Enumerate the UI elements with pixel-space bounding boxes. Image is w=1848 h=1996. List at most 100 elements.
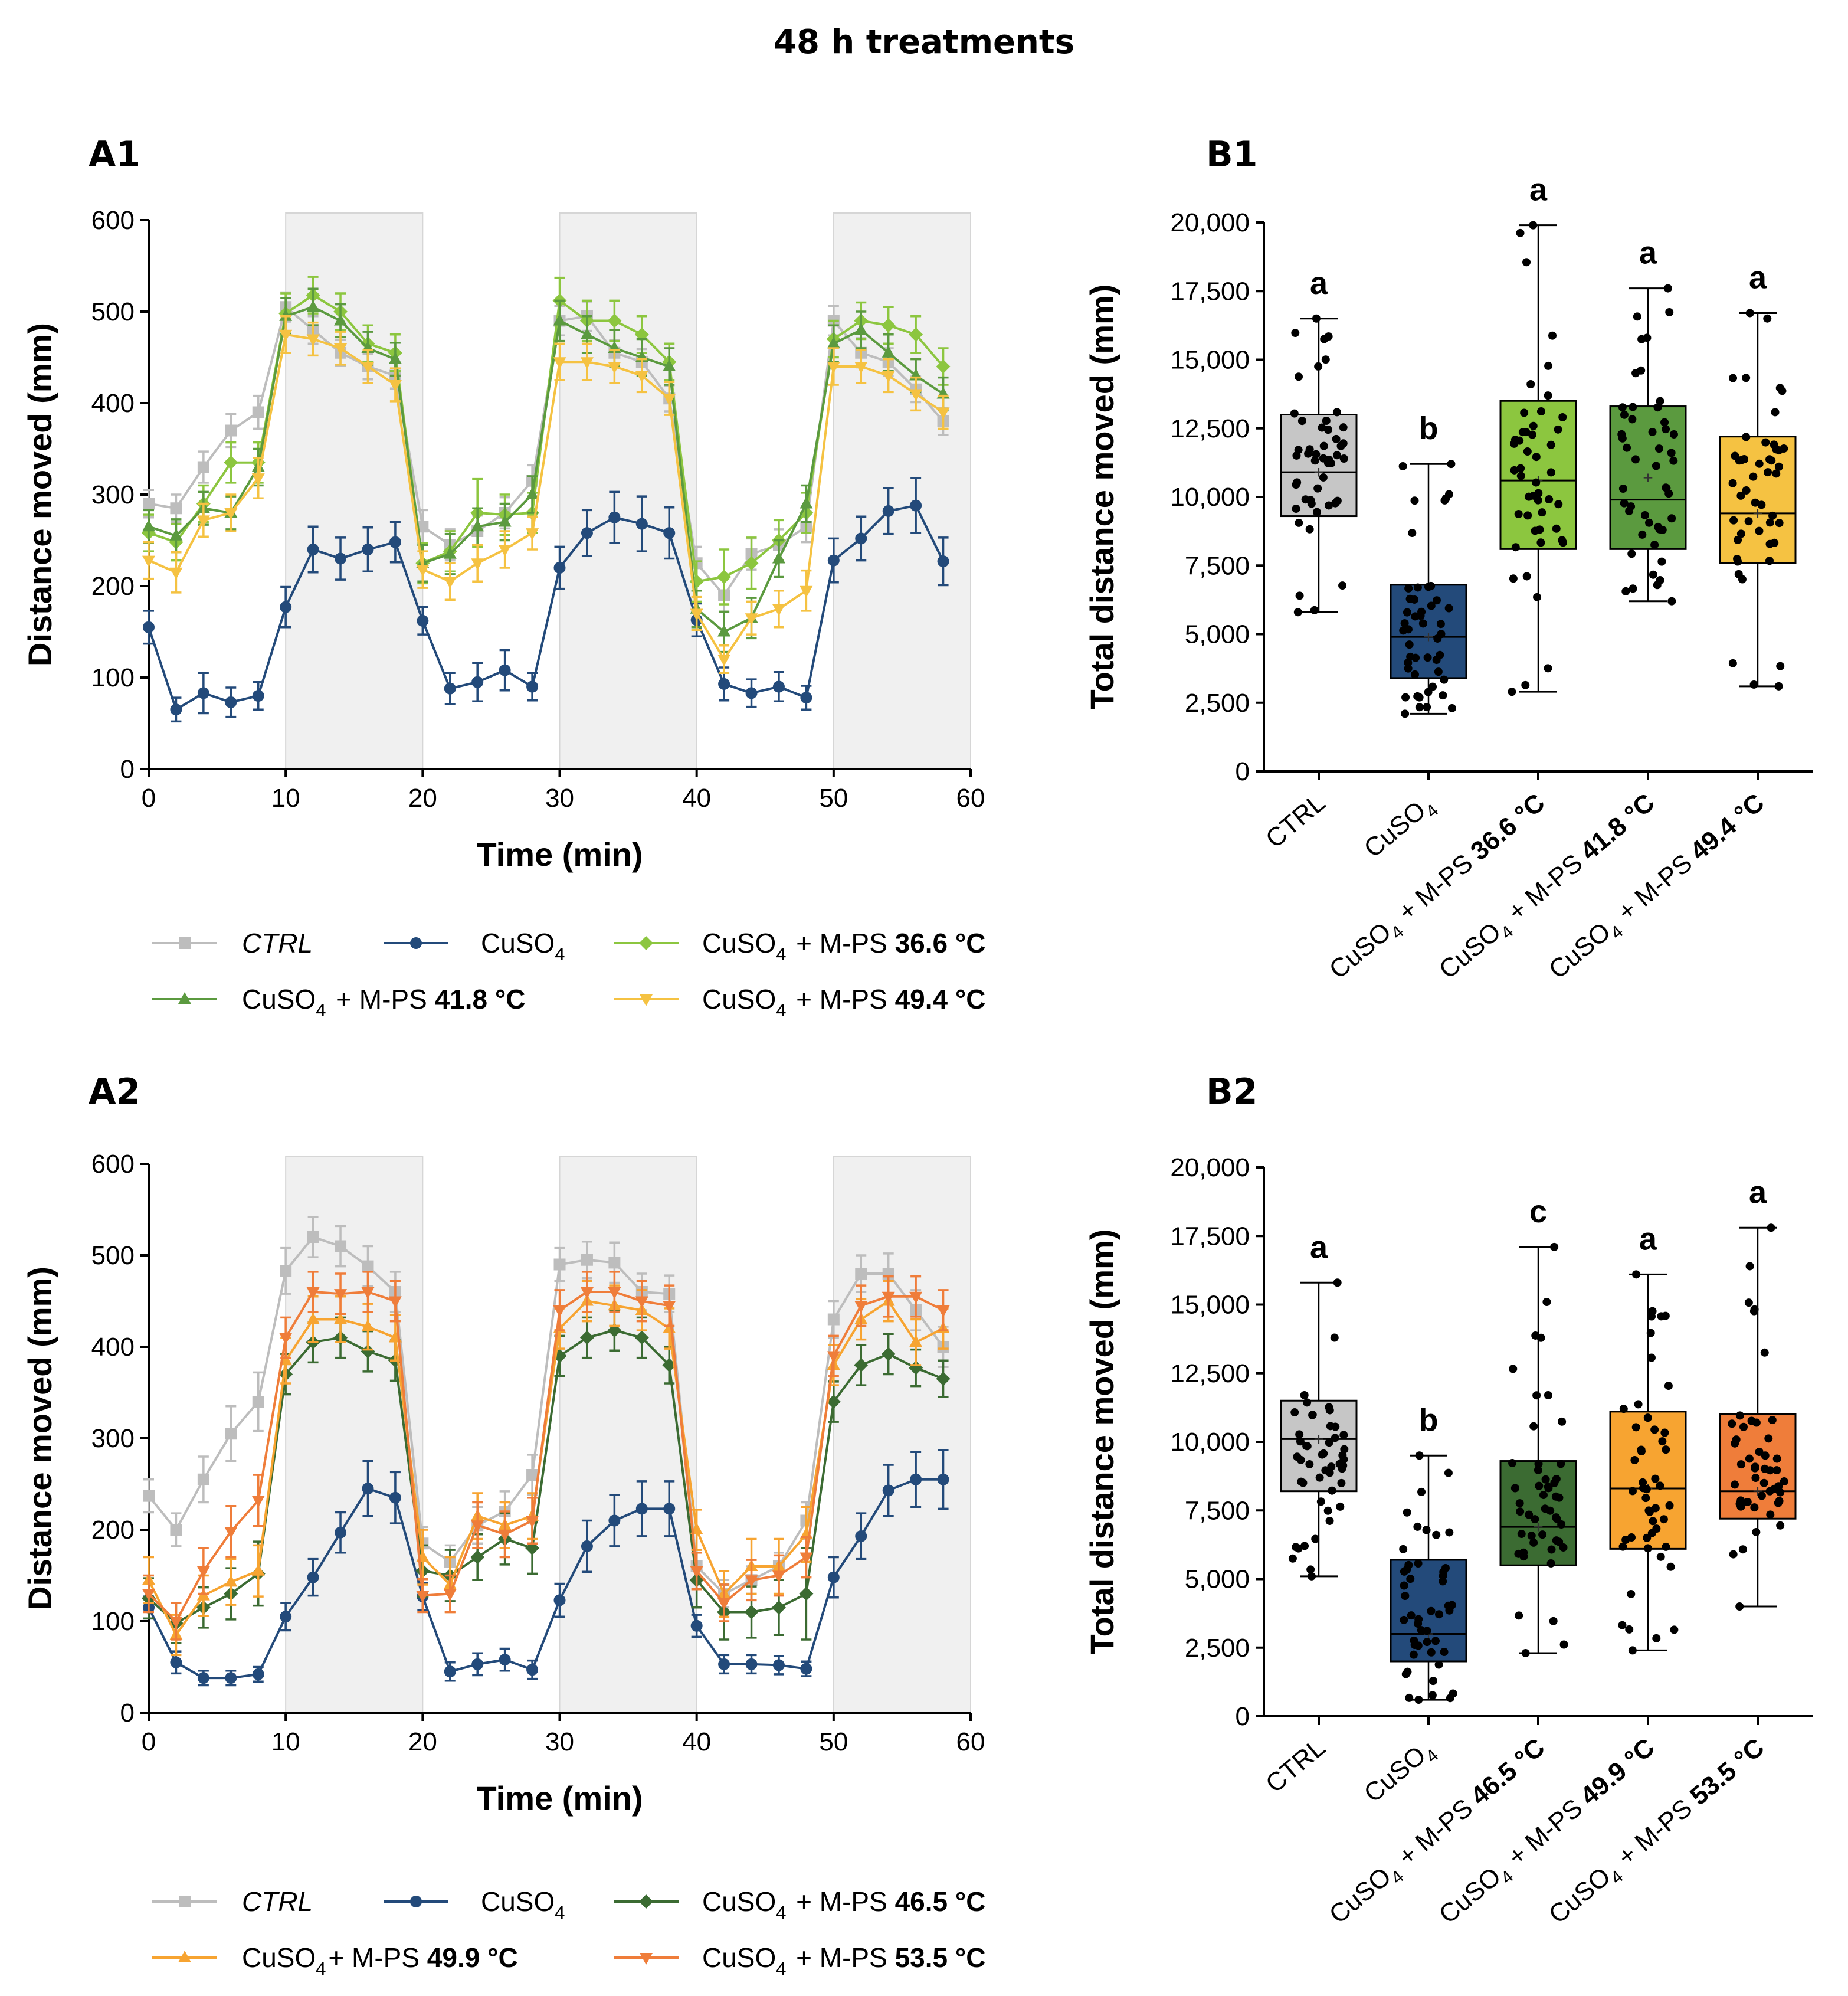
individual-point xyxy=(1331,1422,1340,1431)
y-axis-title: Total distance moved (mm) xyxy=(1083,284,1120,710)
individual-point xyxy=(1297,417,1306,426)
individual-point xyxy=(1618,1621,1627,1629)
data-point xyxy=(471,1520,484,1533)
individual-point xyxy=(1750,1503,1759,1512)
individual-point xyxy=(1300,1390,1309,1399)
data-point xyxy=(197,1473,209,1485)
individual-point xyxy=(1339,423,1348,432)
data-point xyxy=(800,1552,813,1565)
data-point xyxy=(910,1473,922,1485)
individual-point xyxy=(1320,335,1329,343)
individual-point xyxy=(1533,593,1542,601)
individual-point xyxy=(1745,1454,1754,1463)
data-point xyxy=(553,1594,566,1606)
data-point xyxy=(252,406,264,418)
individual-point xyxy=(1649,570,1657,579)
box xyxy=(1280,414,1358,518)
y-tick-label: 7,500 xyxy=(1185,551,1250,580)
individual-point xyxy=(1527,1532,1536,1540)
significance-letter: a xyxy=(1310,266,1328,301)
data-point xyxy=(498,515,512,527)
individual-point xyxy=(1300,1542,1309,1550)
individual-point xyxy=(1664,489,1673,498)
y-tick-label: 100 xyxy=(91,663,135,692)
individual-point xyxy=(1418,619,1427,628)
individual-point xyxy=(1656,397,1664,405)
individual-point xyxy=(1552,524,1561,533)
individual-point xyxy=(1546,440,1555,449)
individual-point xyxy=(1552,1474,1561,1483)
individual-point xyxy=(1325,1438,1333,1447)
individual-point xyxy=(1336,441,1345,450)
individual-point xyxy=(1641,1494,1650,1503)
data-point xyxy=(936,407,950,420)
legend-item: CuSO4 + M-PS 36.6 °C xyxy=(614,928,986,964)
individual-point xyxy=(1618,403,1627,412)
individual-point xyxy=(1645,1507,1654,1516)
individual-point xyxy=(1538,1530,1547,1539)
legend-label-suffix: + M-PS xyxy=(788,928,894,958)
data-point xyxy=(307,1571,319,1583)
individual-point xyxy=(1529,221,1538,230)
data-point xyxy=(143,498,155,510)
shaded-dark-period xyxy=(285,1156,424,1713)
data-point xyxy=(443,577,457,589)
individual-point xyxy=(1621,1536,1630,1545)
data-point xyxy=(634,1330,649,1345)
data-point xyxy=(635,1296,648,1308)
legend-label-subscript: 4 xyxy=(316,1000,326,1020)
individual-point xyxy=(1447,703,1456,712)
individual-point xyxy=(1427,1606,1436,1615)
data-point xyxy=(827,554,840,567)
legend-label-bold: 46.5 °C xyxy=(895,1886,986,1917)
individual-point xyxy=(1651,1474,1660,1483)
legend-label-name: CuSO xyxy=(702,984,776,1015)
individual-point xyxy=(1307,499,1316,508)
individual-point xyxy=(1780,1477,1788,1486)
individual-point xyxy=(1629,403,1637,411)
data-point xyxy=(526,680,539,693)
data-point xyxy=(936,1372,951,1386)
individual-point xyxy=(1295,372,1303,381)
individual-point xyxy=(1667,514,1676,523)
y-tick-label: 7,500 xyxy=(1185,1496,1250,1525)
data-point xyxy=(280,601,292,613)
data-point xyxy=(334,343,348,355)
individual-point xyxy=(1433,634,1442,643)
data-point xyxy=(388,380,402,392)
data-point xyxy=(937,555,949,568)
data-point xyxy=(526,1469,539,1481)
individual-point xyxy=(1665,1501,1674,1510)
data-point xyxy=(854,323,868,335)
individual-point xyxy=(1292,1543,1300,1552)
individual-point xyxy=(1511,543,1520,552)
individual-point xyxy=(1508,1458,1517,1467)
individual-point xyxy=(1510,436,1519,444)
data-point xyxy=(170,703,182,716)
individual-point xyxy=(1440,675,1449,684)
individual-point xyxy=(1312,314,1321,323)
series-line xyxy=(148,504,945,712)
shaded-dark-period xyxy=(559,1156,697,1713)
individual-point xyxy=(1436,620,1445,629)
legend-label-subscript: 4 xyxy=(776,1958,786,1979)
data-point xyxy=(882,1291,895,1304)
mean-marker: + xyxy=(1643,468,1653,487)
individual-point xyxy=(1768,1416,1777,1425)
individual-point xyxy=(1293,608,1302,617)
data-point xyxy=(224,1527,238,1539)
x-tick-label: 30 xyxy=(545,1727,574,1756)
data-point xyxy=(361,1287,375,1299)
y-tick-label: 600 xyxy=(91,1150,135,1179)
x-tick-label: 0 xyxy=(142,784,156,813)
individual-point xyxy=(1744,1298,1753,1307)
individual-point xyxy=(1529,1538,1538,1547)
legend-label: CuSO4 + M-PS 46.5 °C xyxy=(702,1886,986,1923)
data-point xyxy=(827,362,840,374)
data-point xyxy=(608,511,621,523)
individual-point xyxy=(1656,576,1664,585)
legend-label-suffix: + M-PS xyxy=(788,1886,894,1917)
legend-swatch-marker xyxy=(179,1896,191,1907)
individual-point xyxy=(1417,1626,1426,1635)
